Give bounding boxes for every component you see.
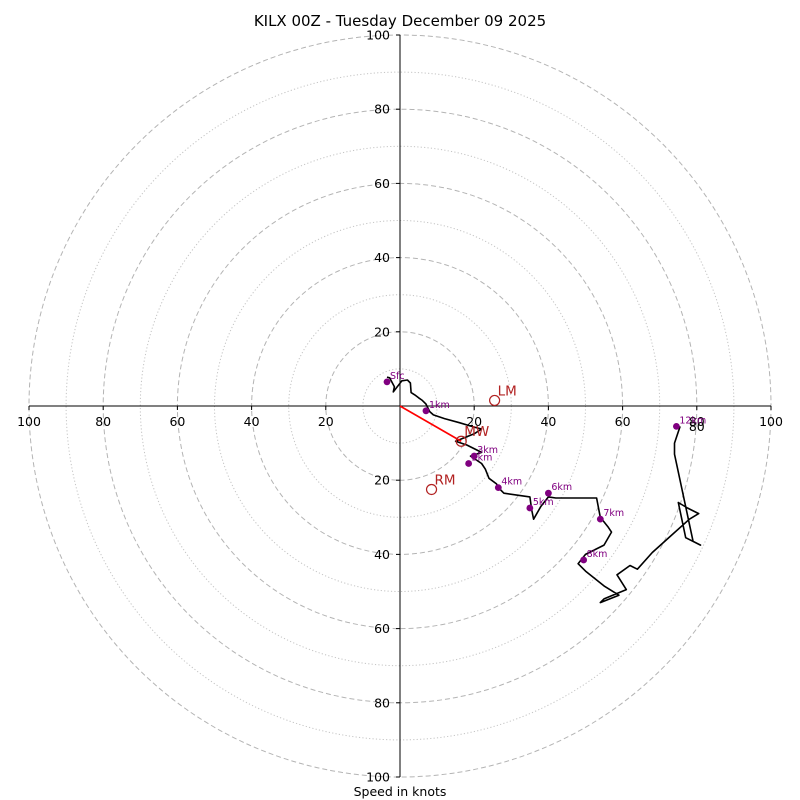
x-tick-label: 40	[244, 414, 260, 429]
y-tick-label: 60	[374, 621, 390, 636]
height-marker-label: 1km	[429, 400, 450, 411]
height-marker-dot	[470, 452, 478, 460]
chart-title: KILX 00Z - Tuesday December 09 2025	[254, 12, 546, 30]
height-marker-dot	[580, 556, 588, 564]
x-tick-label: 80	[95, 414, 111, 429]
x-tick-label: 20	[318, 414, 334, 429]
y-tick-label: 60	[374, 176, 390, 191]
height-marker-label: 7km	[603, 508, 624, 519]
y-tick-label: 20	[374, 324, 390, 339]
storm-vector-marker	[489, 394, 501, 407]
height-marker-label: Sfc	[390, 371, 405, 382]
height-marker-label: 2km	[472, 453, 493, 464]
height-marker-dot	[672, 423, 680, 430]
x-tick-label: 60	[615, 414, 631, 429]
y-tick-label: 80	[374, 695, 390, 710]
height-marker-label: 6km	[551, 482, 572, 493]
ring-label-80: 80	[689, 419, 705, 434]
storm-vector-label: RM	[435, 472, 456, 488]
storm-vector-marker	[425, 483, 438, 496]
y-tick-label: 40	[374, 547, 390, 562]
storm-vector-label: MW	[464, 424, 489, 440]
x-tick-label: 60	[169, 414, 185, 429]
height-marker-label: 5km	[533, 497, 554, 508]
y-tick-label: 20	[374, 473, 390, 488]
storm-vector-label: LM	[498, 383, 517, 399]
x-tick-label: 100	[17, 414, 41, 429]
y-tick-label: 100	[366, 770, 390, 785]
height-marker-dot	[422, 407, 430, 415]
height-marker-dot	[494, 484, 502, 492]
storm-vector-marker	[455, 435, 467, 447]
y-tick-label: 100	[366, 28, 390, 43]
height-marker-label: 8km	[587, 549, 608, 560]
height-marker-dot	[596, 515, 604, 523]
height-marker-dot	[465, 460, 473, 467]
height-marker-dot	[545, 489, 552, 497]
height-marker-dot	[526, 504, 534, 512]
height-marker-label: 4km	[501, 477, 522, 488]
height-marker-dot	[383, 378, 391, 386]
height-marker-label: 3km	[477, 445, 498, 456]
x-tick-label: 40	[540, 414, 556, 429]
x-tick-label: 100	[759, 414, 783, 429]
y-tick-label: 80	[374, 102, 390, 117]
height-marker-label: 12km	[679, 415, 706, 426]
x-tick-label: 80	[689, 414, 705, 429]
x-axis-label: Speed in knots	[354, 784, 447, 799]
hodograph-trace	[386, 376, 702, 604]
y-tick-label: 40	[374, 250, 390, 265]
shear-vector-line	[399, 405, 462, 442]
